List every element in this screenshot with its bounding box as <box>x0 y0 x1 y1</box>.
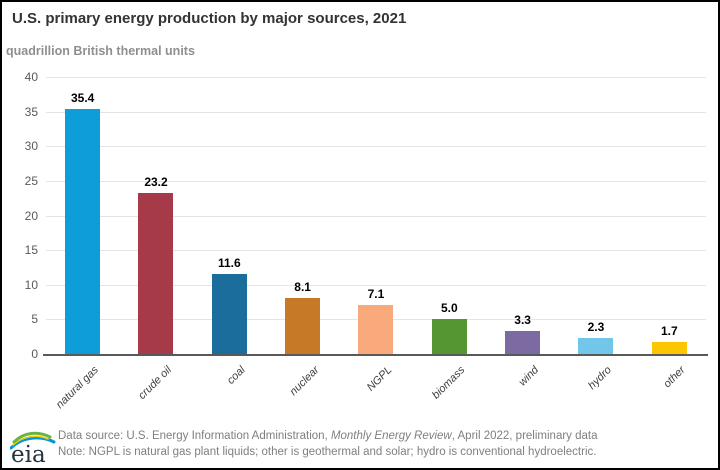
gridline <box>46 250 706 252</box>
gridline <box>46 146 706 148</box>
bar-value-label: 2.3 <box>587 320 605 335</box>
bar-value-label: 23.2 <box>144 175 168 190</box>
gridline <box>46 111 706 113</box>
bar-slot: 7.1 <box>339 77 412 354</box>
bar-slot: 5.0 <box>413 77 486 354</box>
y-axis-tick-label: 25 <box>24 173 38 188</box>
bar-value-label: 3.3 <box>514 313 531 328</box>
bar-wind <box>505 331 541 354</box>
x-axis-category-label: hydro <box>586 364 615 392</box>
x-axis-label-slot: biomass <box>413 360 486 418</box>
x-axis-category-label: nuclear <box>287 364 322 398</box>
x-axis-labels: natural gas crude oil coal nuclear NGPL bioma… <box>46 360 706 418</box>
bar-value-label: 8.1 <box>294 279 311 294</box>
x-axis-label-slot: natural gas <box>46 360 119 418</box>
x-axis-label-slot: wind <box>486 360 559 418</box>
logo-text: eia <box>11 442 46 465</box>
eia-logo: eia <box>10 431 56 465</box>
y-axis-tick-label: 20 <box>24 208 38 223</box>
logo-swoosh-green <box>12 431 52 444</box>
note-line: Note: NGPL is natural gas plant liquids;… <box>58 445 597 458</box>
footer: Data source: U.S. Energy Information Adm… <box>58 429 710 460</box>
bar-series: 35.4 23.2 11.6 8.1 7.1 5.0 3.3 2.3 1.7 <box>46 77 706 354</box>
bar-crude-oil <box>138 193 174 354</box>
gridline <box>46 284 706 286</box>
x-axis-category-label: crude oil <box>136 364 175 402</box>
gridline <box>46 180 706 182</box>
bar-nuclear <box>285 297 321 354</box>
gridline <box>46 77 706 78</box>
source-suffix: , April 2022, preliminary data <box>451 430 598 442</box>
bar-value-label: 11.6 <box>217 255 241 270</box>
chart-subtitle: quadrillion British thermal units <box>6 44 195 58</box>
bar-value-label: 7.1 <box>367 286 385 301</box>
bar-other <box>651 342 687 354</box>
y-axis-tick-label: 30 <box>24 139 38 154</box>
bar-hydro <box>578 338 614 354</box>
bar-slot: 35.4 <box>46 77 119 354</box>
y-axis-tick-label: 15 <box>24 243 38 258</box>
bar-slot: 2.3 <box>559 77 632 354</box>
bar-slot: 11.6 <box>193 77 266 354</box>
y-axis: 0 5 10 15 20 25 30 35 40 <box>2 70 38 361</box>
bar-value-label: 5.0 <box>440 301 458 316</box>
x-axis-line <box>43 354 708 356</box>
bar-ngpl <box>358 304 394 354</box>
source-prefix: Data source: U.S. Energy Information Adm… <box>58 430 331 442</box>
x-axis-category-label: wind <box>516 364 542 389</box>
data-source-line: Data source: U.S. Energy Information Adm… <box>58 429 710 445</box>
x-axis-category-label: biomass <box>430 364 468 402</box>
x-axis-label-slot: other <box>633 360 706 418</box>
chart-title: U.S. primary energy production by major … <box>12 10 407 27</box>
gridline <box>46 215 706 217</box>
y-axis-tick-label: 35 <box>24 104 38 119</box>
bar-value-label: 1.7 <box>660 324 678 339</box>
x-axis-label-slot: coal <box>193 360 266 418</box>
bar-slot: 3.3 <box>486 77 559 354</box>
x-axis-label-slot: NGPL <box>339 360 412 418</box>
bar-slot: 1.7 <box>633 77 706 354</box>
x-axis-label-slot: nuclear <box>266 360 339 418</box>
y-axis-tick-label: 0 <box>31 347 38 361</box>
bar-natural-gas <box>65 108 101 354</box>
logo-swoosh-blue <box>10 436 56 450</box>
source-publication: Monthly Energy Review <box>330 430 452 442</box>
plot-area: 35.4 23.2 11.6 8.1 7.1 5.0 3.3 2.3 1.7 <box>43 77 708 356</box>
x-axis-category-label: NGPL <box>364 364 395 394</box>
y-axis-tick-label: 10 <box>24 277 38 292</box>
y-axis-tick-label: 40 <box>24 70 38 84</box>
bar-biomass <box>431 319 467 354</box>
bar-value-label: 35.4 <box>70 90 95 105</box>
x-axis-category-label: other <box>661 364 688 391</box>
logo-swoosh-yellow <box>12 435 49 446</box>
x-axis-category-label: coal <box>225 364 248 387</box>
x-axis-label-slot: hydro <box>559 360 632 418</box>
bar-slot: 8.1 <box>266 77 339 354</box>
bar-slot: 23.2 <box>119 77 192 354</box>
x-axis-category-label: natural gas <box>54 364 102 411</box>
bar-coal <box>211 273 247 354</box>
x-axis-label-slot: crude oil <box>119 360 192 418</box>
y-axis-tick-label: 5 <box>31 312 38 327</box>
